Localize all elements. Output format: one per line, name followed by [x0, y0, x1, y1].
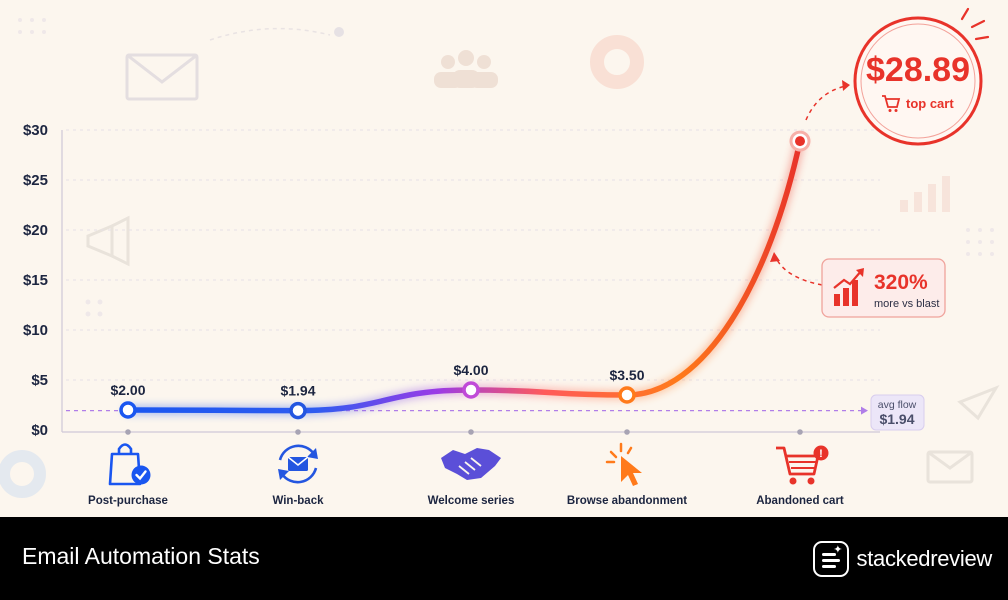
x-tick-dot: [468, 429, 474, 435]
paper-plane-icon: [957, 385, 1000, 421]
cart-icon: [882, 95, 901, 112]
top-callout-connector: [805, 85, 847, 121]
y-tick-label: $5: [31, 372, 48, 389]
data-point: [462, 381, 480, 399]
growth-value: 320%: [874, 271, 928, 294]
category-label: Browse abandonment: [567, 495, 687, 507]
dots-pattern: [18, 18, 994, 317]
donut-icon: [590, 35, 644, 89]
data-point: [119, 401, 137, 419]
top-cart-value: $28.89: [866, 51, 970, 89]
donut-icon: [0, 450, 46, 498]
y-tick-label: $15: [23, 272, 48, 289]
top-cart-label: top cart: [906, 96, 954, 111]
growth-callout: 320% more vs blast: [821, 258, 946, 318]
top-callout-arrowhead: [842, 80, 850, 91]
bars-icon: [900, 176, 950, 212]
data-point-core: [795, 136, 805, 147]
background-decorations: [0, 18, 1000, 498]
category-icons: !: [108, 442, 829, 486]
brand[interactable]: ✦ stackedreview: [812, 539, 993, 579]
refresh-mail-icon: [278, 444, 318, 484]
email-flow-chart: $0 $5 $10 $15 $20 $25 $30 avg flow $1.94 $2.00…: [0, 7, 1000, 507]
avg-flow-value: $1.94: [879, 411, 914, 427]
data-point: [618, 386, 636, 404]
x-tick-dot: [797, 429, 803, 435]
category-label: Win-back: [272, 495, 324, 507]
brand-name: stackedreview: [856, 546, 993, 571]
y-axis: $0 $5 $10 $15 $20 $25 $30: [23, 122, 48, 439]
svg-text:!: !: [819, 448, 823, 460]
sparkle-lines: [960, 7, 990, 41]
growth-callout-connector: [775, 257, 823, 286]
y-tick-label: $30: [23, 122, 48, 139]
category-label: Post-purchase: [88, 495, 168, 507]
envelope-icon: [125, 53, 199, 101]
x-tick-dot: [125, 429, 131, 435]
chart-area: $0 $5 $10 $15 $20 $25 $30 avg flow $1.94 $2.00…: [0, 7, 1000, 507]
avg-flow-label: avg flow: [878, 399, 917, 411]
growth-callout-arrowhead: [770, 252, 780, 262]
x-tick-dot: [624, 429, 630, 435]
top-cart-callout: $28.89 top cart: [853, 7, 990, 146]
point-labels: $2.00 $1.94 $4.00 $3.50: [110, 362, 644, 399]
point-label: $2.00: [110, 382, 145, 398]
people-icon: [434, 50, 498, 88]
y-tick-label: $0: [31, 422, 48, 439]
category-label: Abandoned cart: [756, 495, 844, 507]
y-tick-label: $20: [23, 222, 48, 239]
cart-alert-icon: !: [776, 445, 829, 485]
series-line: [125, 138, 803, 414]
point-label: $1.94: [280, 383, 315, 399]
cursor-click-icon: [605, 442, 642, 486]
data-points: [119, 130, 811, 420]
point-label: $4.00: [453, 362, 488, 378]
category-label: Welcome series: [428, 495, 515, 507]
category-labels: Post-purchase Win-back Welcome series Brows…: [88, 495, 844, 507]
x-tick-dot: [295, 429, 301, 435]
y-tick-label: $25: [23, 172, 48, 189]
footer-title: Email Automation Stats: [22, 543, 260, 569]
handshake-icon: [441, 448, 501, 480]
envelope-icon: [926, 450, 974, 484]
avg-flow-badge: avg flow $1.94: [870, 394, 925, 431]
bar-growth-icon: [833, 268, 864, 306]
footer-bar: Email Automation Stats ✦ stackedreview: [0, 517, 1008, 600]
shopping-bag-check-icon: [108, 443, 151, 486]
x-tick-dots: [125, 429, 803, 435]
data-point: [289, 401, 307, 420]
avg-flow-arrowhead: [861, 406, 868, 415]
megaphone-icon: [86, 215, 130, 267]
y-tick-label: $10: [23, 322, 48, 339]
grid: [66, 129, 880, 381]
point-label: $3.50: [609, 367, 644, 383]
brand-logo-icon: ✦: [812, 541, 849, 577]
growth-label: more vs blast: [874, 298, 939, 310]
